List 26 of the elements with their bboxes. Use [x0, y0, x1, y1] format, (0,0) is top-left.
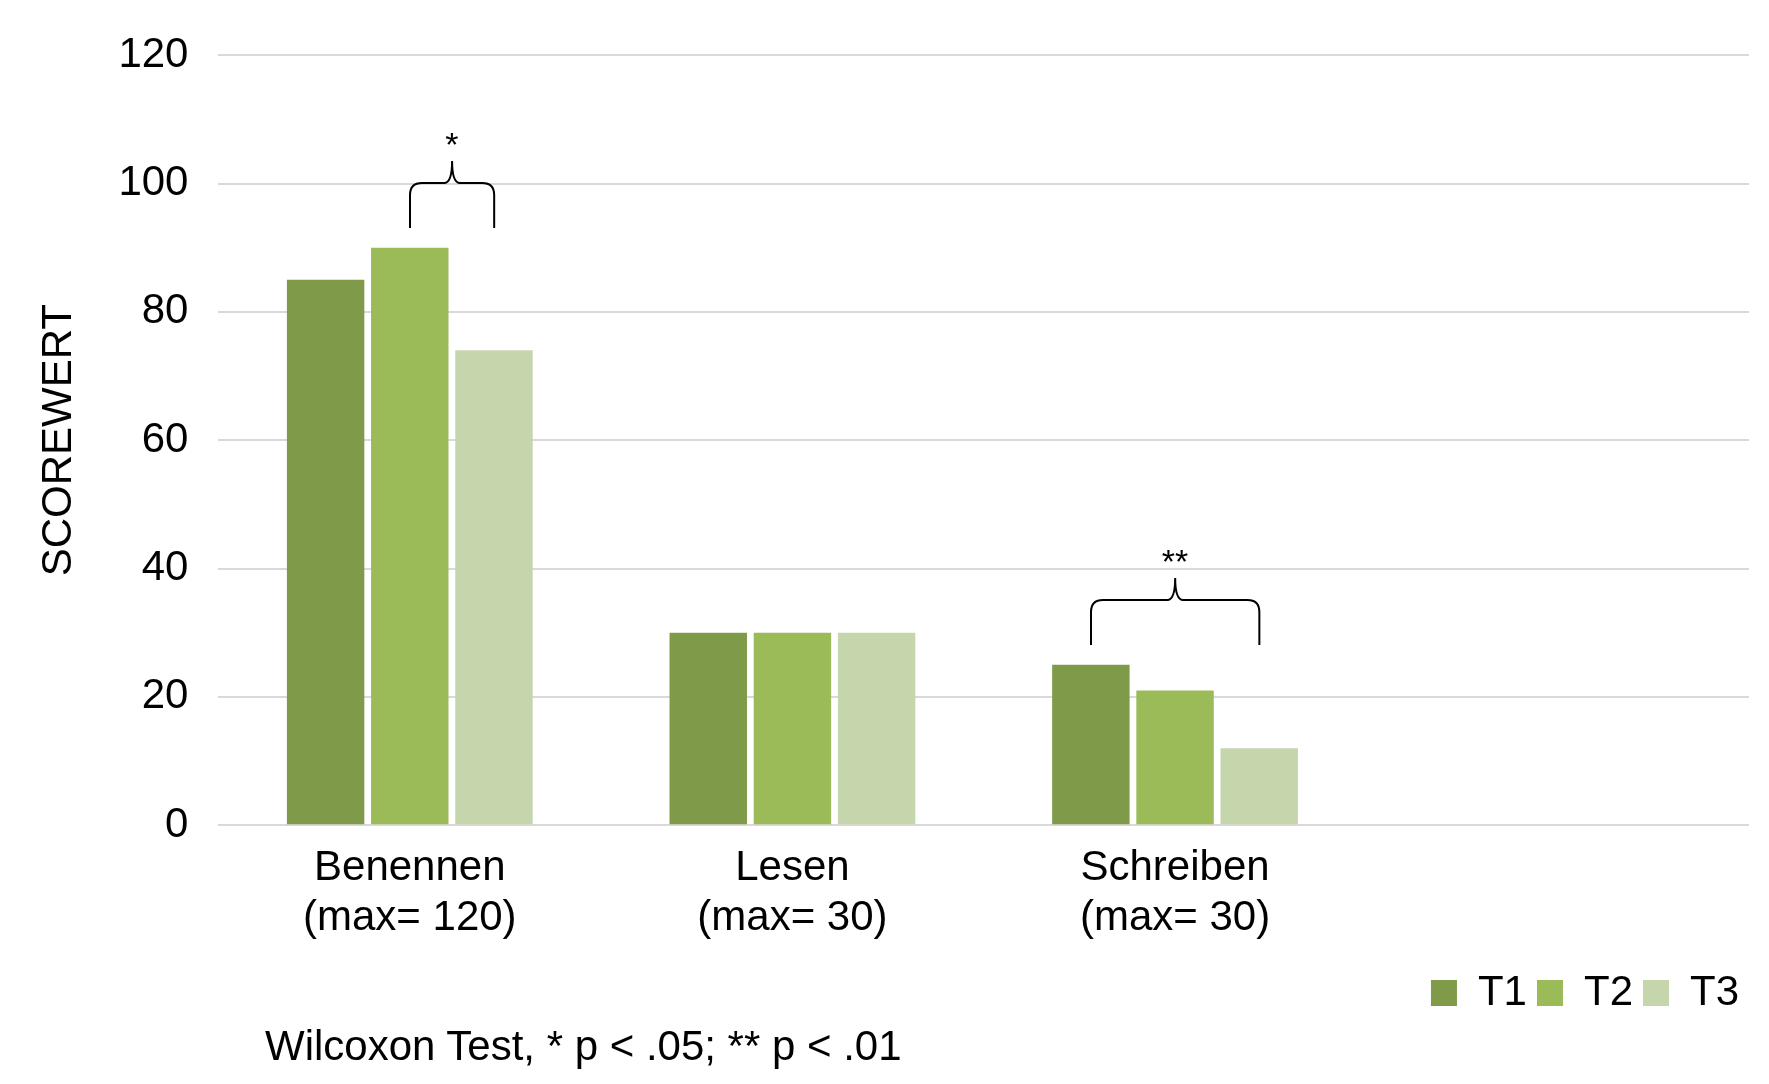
bar [371, 247, 449, 825]
y-axis-title: SCOREWERT [32, 304, 80, 577]
y-tick-label: 40 [141, 542, 189, 590]
bar [286, 279, 365, 825]
legend-label: T3 [1689, 966, 1739, 1014]
annotation: * [444, 124, 460, 163]
x-tick-label: Benennen (max= 120) [302, 841, 517, 940]
annotation: ** [1160, 541, 1190, 580]
bar [1220, 748, 1298, 825]
bar [753, 632, 832, 825]
legend-label: T2 [1583, 966, 1633, 1014]
y-tick-label: 120 [118, 28, 189, 76]
legend-label: T1 [1477, 966, 1527, 1014]
x-tick-label: Schreiben (max= 30) [1079, 841, 1271, 940]
bar [1136, 690, 1214, 825]
bar [1052, 664, 1130, 825]
bar [669, 632, 747, 825]
y-tick-label: 20 [141, 670, 189, 718]
y-tick-label: 0 [165, 798, 189, 846]
y-tick-label: 100 [118, 157, 189, 205]
text: Wilcoxon Test, * p < .05; ** p < .01 [265, 1022, 902, 1070]
bar [837, 632, 916, 825]
y-tick-label: 80 [141, 285, 189, 333]
x-tick-label: Lesen (max= 30) [697, 841, 888, 940]
bar [455, 350, 533, 825]
y-tick-label: 60 [141, 413, 189, 461]
